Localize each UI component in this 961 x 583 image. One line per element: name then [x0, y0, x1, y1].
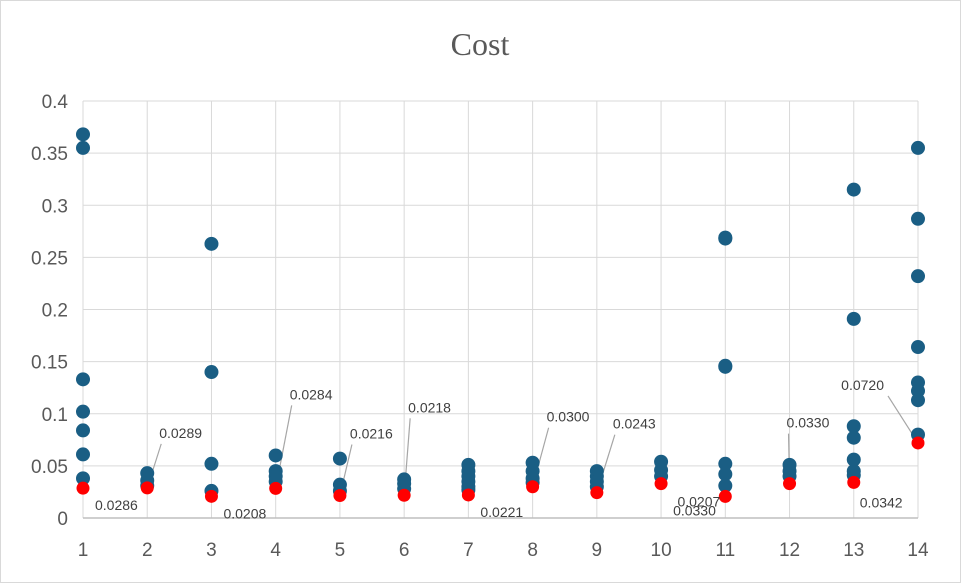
run-point: [911, 140, 925, 155]
data-label: 0.0330: [673, 503, 716, 519]
run-point: [718, 456, 733, 471]
run-point: [846, 311, 861, 326]
y-tick-label: 0.25: [31, 248, 68, 269]
data-label: 0.0342: [860, 494, 903, 510]
best-point: [140, 481, 154, 495]
y-tick-label: 0.15: [31, 353, 68, 374]
x-tick-label: 8: [527, 540, 538, 561]
y-tick-label: 0.4: [42, 92, 69, 113]
run-point: [76, 447, 90, 462]
gridlines: [82, 100, 919, 519]
run-point: [76, 140, 90, 155]
run-point: [846, 430, 861, 445]
y-tick-label: 0.2: [42, 301, 68, 322]
run-point: [268, 448, 283, 463]
run-point: [718, 230, 733, 245]
x-tick-label: 9: [592, 540, 603, 561]
best-point: [783, 477, 797, 491]
x-tick-label: 12: [779, 540, 800, 561]
y-tick-label: 0.1: [42, 405, 68, 426]
best-point: [269, 481, 283, 495]
best-point: [204, 489, 218, 503]
x-tick-label: 7: [463, 540, 474, 561]
data-label: 0.0218: [408, 399, 451, 415]
run-point: [846, 452, 861, 467]
run-point: [911, 393, 925, 408]
data-label: 0.0221: [480, 504, 523, 520]
x-tick-label: 11: [715, 540, 735, 561]
best-point: [526, 480, 540, 494]
data-label: 0.0208: [223, 505, 266, 521]
x-tick-label: 14: [907, 540, 929, 561]
data-label: 0.0243: [613, 416, 656, 432]
run-point: [911, 211, 925, 226]
run-point: [846, 419, 861, 434]
data-label: 0.0720: [841, 377, 884, 393]
data-label: 0.0207: [677, 493, 720, 509]
y-tick-label: 0.3: [42, 196, 68, 217]
run-point: [718, 467, 733, 482]
best-point: [397, 488, 411, 502]
data-label: 0.0216: [350, 425, 393, 441]
best-point: [76, 481, 90, 495]
data-label: 0.0300: [547, 409, 590, 425]
run-point: [76, 127, 90, 142]
x-tick-label: 3: [206, 540, 217, 561]
run-point: [204, 456, 219, 471]
run-point: [911, 269, 925, 284]
best-point: [333, 488, 347, 502]
run-point: [846, 182, 861, 197]
run-point: [76, 423, 90, 438]
run-point: [911, 340, 925, 355]
x-tick-label: 6: [399, 540, 410, 561]
run-point: [718, 478, 733, 493]
best-point: [654, 477, 668, 491]
run-point: [332, 451, 347, 466]
best-point: [911, 436, 925, 450]
x-tick-label: 2: [142, 540, 153, 561]
run-point: [76, 404, 90, 419]
best-point: [718, 489, 732, 503]
chart-title: Cost: [451, 26, 510, 62]
x-tick-label: 4: [270, 540, 281, 561]
data-labels: 0.0286 0.0289 0.0208 0.0284 0.0216 0.0218 0.02…: [95, 377, 903, 521]
run-point: [76, 471, 90, 486]
best-point: [847, 475, 861, 489]
data-label: 0.0284: [290, 386, 333, 402]
x-tick-label: 10: [651, 540, 672, 561]
tick-labels: 00.050.10.150.20.250.30.350.41 2 3 4 5 6 7 8 9 10…: [31, 92, 929, 561]
run-point: [204, 365, 219, 380]
run-point: [76, 372, 90, 387]
data-label: 0.0289: [159, 425, 202, 441]
y-tick-label: 0: [57, 509, 68, 530]
best-point: [590, 486, 604, 500]
x-tick-label: 13: [843, 540, 864, 561]
x-tick-label: 1: [78, 540, 89, 561]
run-point: [718, 358, 733, 373]
y-tick-label: 0.35: [31, 144, 68, 165]
run-point: [204, 236, 219, 251]
y-tick-label: 0.05: [31, 457, 68, 478]
data-label: 0.0330: [787, 415, 830, 431]
best-point: [461, 488, 475, 502]
data-label: 0.0286: [95, 497, 138, 513]
x-tick-label: 5: [335, 540, 346, 561]
data-points: [76, 127, 925, 503]
